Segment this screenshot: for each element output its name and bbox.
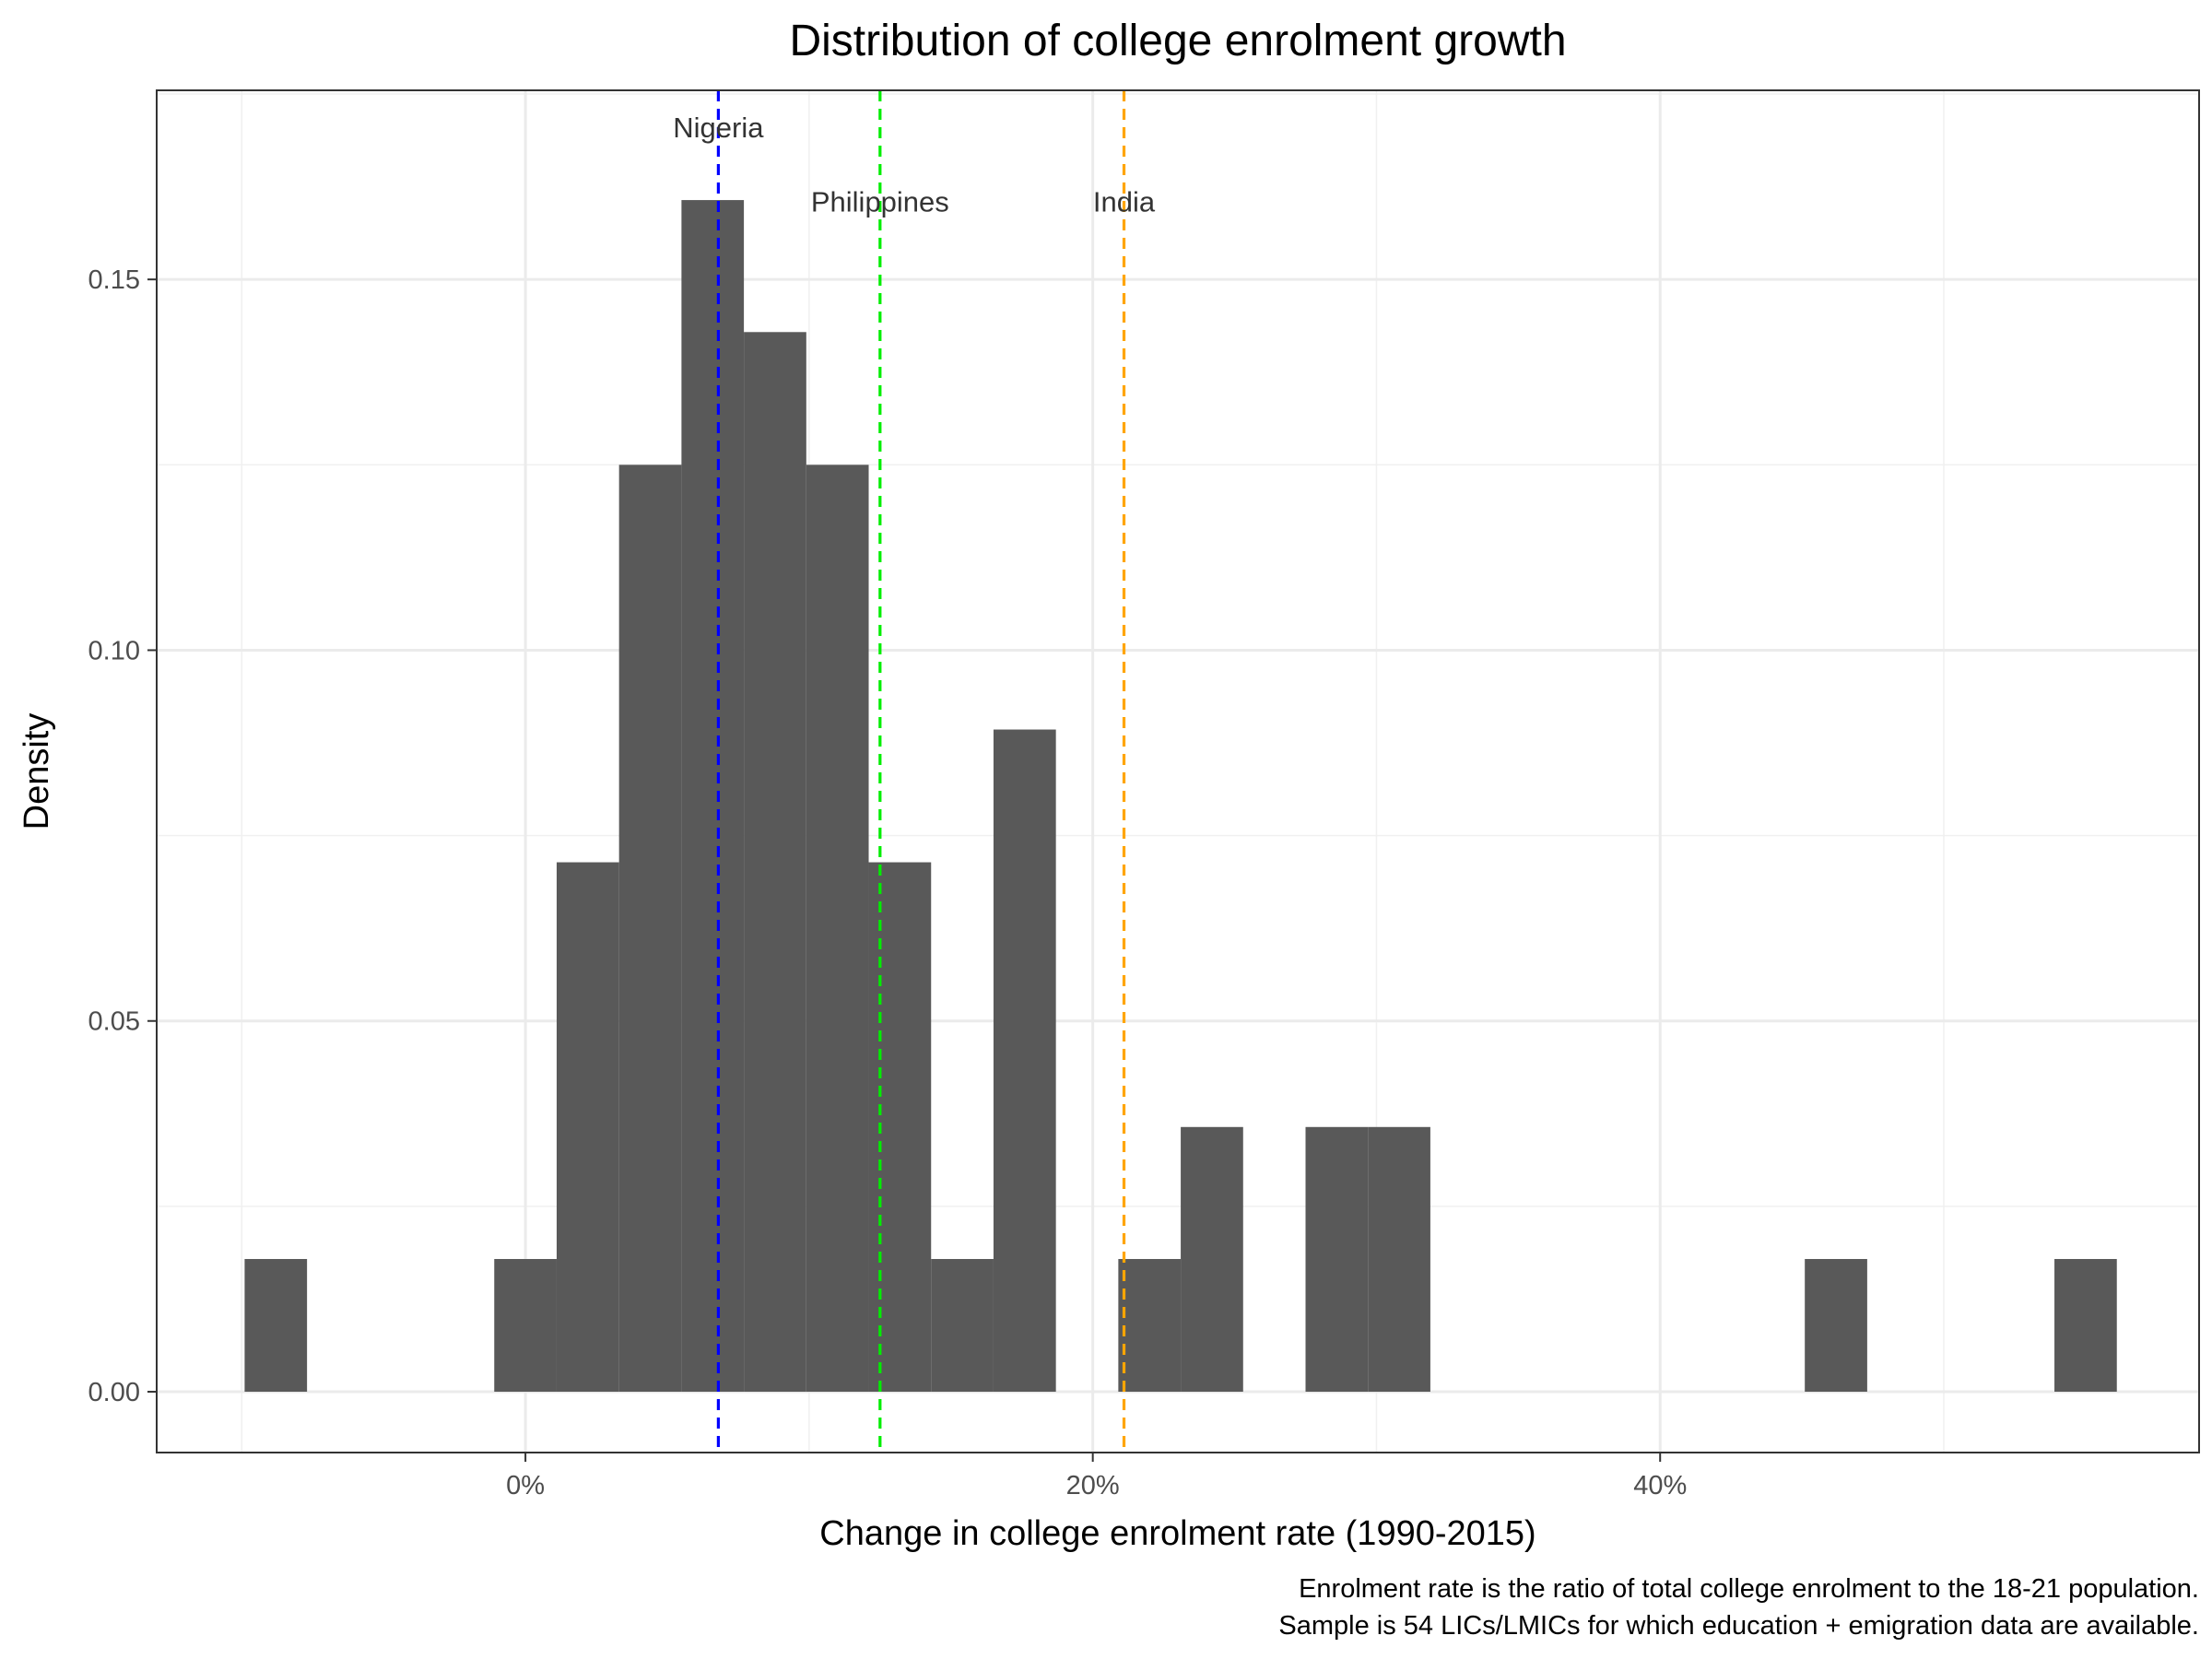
histogram-bar — [244, 1259, 308, 1393]
chart-title: Distribution of college enrolment growth — [789, 17, 1566, 65]
histogram-bar — [806, 465, 869, 1393]
histogram-bar — [618, 465, 682, 1393]
histogram-bar — [1181, 1126, 1243, 1393]
histogram-bar — [744, 332, 806, 1393]
histogram-bar — [1118, 1259, 1182, 1393]
axis-ticks: 0% 20% 40% 0.00 0.05 0.10 0.15 — [88, 265, 1688, 1500]
reference-line-label: Philippines — [811, 186, 949, 218]
y-tick-label: 0.00 — [88, 1378, 140, 1407]
histogram-bar — [993, 729, 1056, 1393]
histogram-bar — [2054, 1259, 2117, 1393]
histogram-bar — [681, 200, 745, 1393]
y-tick-label: 0.15 — [88, 265, 140, 295]
histogram-bar — [1305, 1126, 1369, 1393]
x-tick-label: 40% — [1633, 1471, 1687, 1500]
y-tick-label: 0.05 — [88, 1007, 140, 1037]
x-tick-label: 0% — [506, 1471, 545, 1500]
x-axis-title: Change in college enrolment rate (1990-2… — [819, 1514, 1535, 1553]
histogram-bars — [244, 200, 2117, 1393]
histogram-bar — [1805, 1259, 1867, 1393]
reference-lines: Nigeria Philippines India — [673, 90, 1156, 1453]
histogram-bar — [1368, 1126, 1430, 1393]
reference-line-label: Nigeria — [673, 112, 764, 144]
caption-line-1: Enrolment rate is the ratio of total col… — [1299, 1574, 2199, 1604]
x-tick-label: 20% — [1066, 1471, 1120, 1500]
y-axis-title: Density — [18, 713, 56, 830]
histogram-bar — [868, 862, 932, 1393]
histogram-bar — [494, 1259, 557, 1393]
histogram-bar — [556, 862, 619, 1393]
reference-line-label: India — [1093, 186, 1156, 218]
y-tick-label: 0.10 — [88, 636, 140, 665]
panel-border — [156, 89, 2200, 1453]
histogram-bar — [931, 1259, 994, 1393]
grid-lines — [157, 90, 2199, 1453]
caption-line-2: Sample is 54 LICs/LMICs for which educat… — [1278, 1611, 2199, 1641]
